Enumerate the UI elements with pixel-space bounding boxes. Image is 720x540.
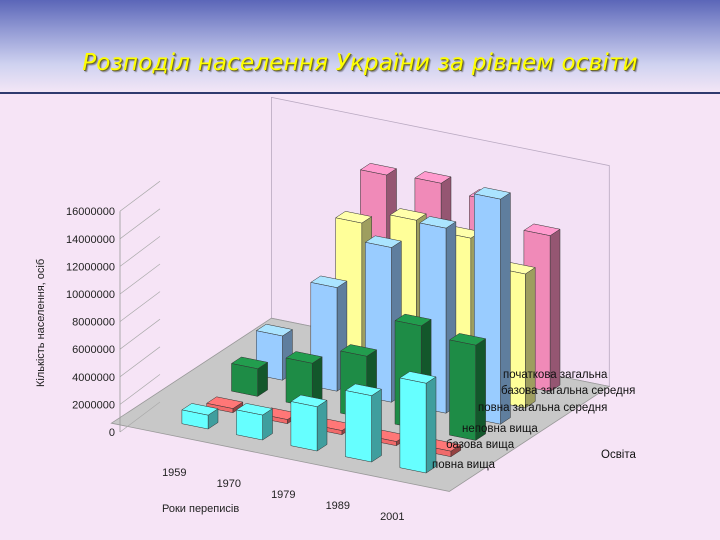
x-axis-label: Роки переписів <box>162 503 239 515</box>
bar-side <box>371 388 382 463</box>
chart-bars <box>181 163 561 474</box>
z-axis-label: Освіта <box>601 449 636 461</box>
y-axis-label: Кількість населення, осіб <box>35 259 47 387</box>
x-tick-label: 1959 <box>162 467 186 479</box>
bar <box>181 403 219 430</box>
bar-side <box>316 399 328 452</box>
bar <box>206 396 244 414</box>
bar <box>448 333 487 441</box>
gridline <box>119 208 161 240</box>
bar <box>290 394 328 452</box>
x-tick-label: 2001 <box>380 511 404 523</box>
gridline <box>119 374 161 405</box>
bar <box>235 403 274 441</box>
bar-front <box>345 390 372 463</box>
bar-front <box>449 339 476 441</box>
y-tick-label: 2000000 <box>72 399 115 411</box>
slide-header <box>0 0 720 94</box>
bar-front <box>181 409 209 430</box>
gridline <box>119 318 161 350</box>
x-tick-label: 1979 <box>271 489 295 501</box>
series-label: базова загальна середня <box>501 385 635 397</box>
gridline <box>119 236 161 267</box>
bar <box>399 371 437 474</box>
gridline <box>119 401 161 433</box>
bar-front <box>231 363 258 397</box>
y-tick-label: 8000000 <box>72 317 115 329</box>
bar <box>344 383 383 463</box>
x-tick-label: 1970 <box>217 478 241 490</box>
y-tick-label: 6000000 <box>72 344 115 356</box>
series-label: початкова загальна <box>503 369 608 381</box>
gridline <box>119 346 161 378</box>
gridline <box>119 291 161 322</box>
series-label: повна загальна середня <box>478 402 607 414</box>
bar <box>285 351 323 408</box>
bar-front <box>206 402 234 414</box>
series-labels: початкова загальна базова загальна середн… <box>432 369 635 471</box>
bar-front <box>236 409 263 441</box>
bar <box>230 356 269 397</box>
y-tick-label: 10000000 <box>66 289 115 301</box>
series-label: повна вища <box>432 459 496 471</box>
y-axis-ticks: 0 2000000 4000000 6000000 8000000 10000000 120… <box>66 180 161 439</box>
y-tick-label: 12000000 <box>66 261 115 273</box>
series-label: базова вища <box>446 439 515 451</box>
y-tick-label: 16000000 <box>66 206 115 218</box>
y-tick-label: 14000000 <box>66 234 115 246</box>
bar-side <box>549 228 561 393</box>
y-tick-label: 0 <box>109 427 115 439</box>
series-label: неповна вища <box>462 423 538 435</box>
x-axis-ticks: 1959 1970 1979 1989 2001 <box>162 467 404 523</box>
x-tick-label: 1989 <box>326 500 350 512</box>
bar-front <box>399 377 427 474</box>
bar-front <box>290 401 318 452</box>
slide-title: Розподіл населення України за рівнем осв… <box>82 50 638 76</box>
y-tick-label: 4000000 <box>72 372 115 384</box>
gridline <box>119 180 161 212</box>
3d-bar-chart: 0 2000000 4000000 6000000 8000000 10000000 120… <box>35 96 636 523</box>
gridline <box>119 263 161 295</box>
